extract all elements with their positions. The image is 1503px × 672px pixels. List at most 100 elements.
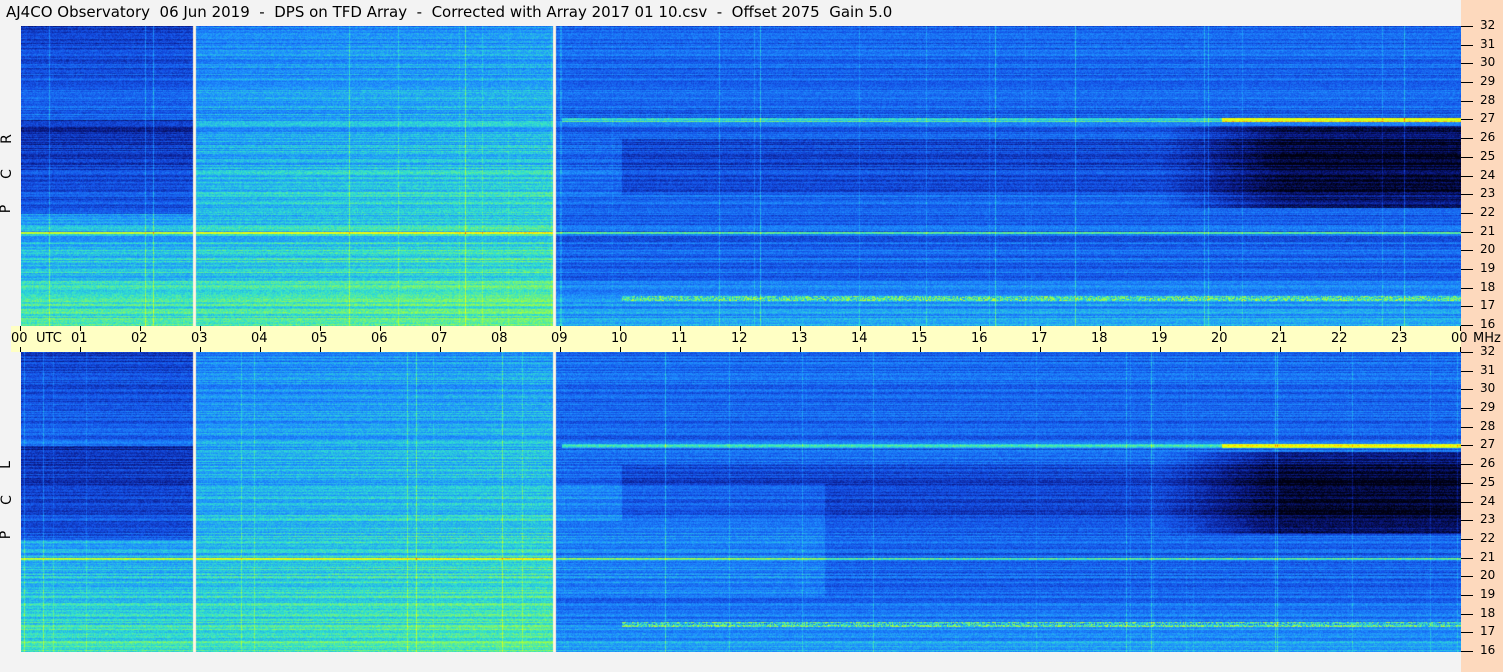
y-tick-label: 32	[1480, 344, 1496, 358]
x-tick-mark	[80, 347, 81, 352]
x-tick-mark	[800, 326, 801, 331]
x-tick-mark	[1220, 347, 1221, 352]
x-tick-label: 06	[371, 331, 388, 346]
x-tick-label: 14	[851, 331, 868, 346]
y-tick-mark	[1461, 445, 1473, 447]
y-tick-mark	[1461, 651, 1473, 652]
x-tick-mark	[1340, 326, 1341, 331]
y-tick-label: 30	[1480, 55, 1496, 70]
y-tick-label: 20	[1480, 568, 1496, 583]
x-tick-mark	[920, 347, 921, 352]
y-tick-mark	[1461, 212, 1473, 214]
x-tick-label: 03	[191, 331, 208, 346]
y-tick-mark	[1461, 119, 1473, 121]
y-tick-label: 23	[1480, 186, 1496, 201]
x-tick-mark	[860, 347, 861, 352]
y-tick-mark	[1461, 389, 1473, 391]
x-tick-mark	[860, 326, 861, 331]
x-tick-mark	[1040, 326, 1041, 331]
x-tick-mark	[140, 347, 141, 352]
x-tick-mark	[1220, 326, 1221, 331]
y-tick-label: 21	[1480, 223, 1496, 238]
y-tick-label: 21	[1480, 549, 1496, 564]
x-tick-mark	[200, 326, 201, 331]
y-tick-mark	[1461, 268, 1473, 270]
x-tick-mark	[560, 326, 561, 331]
x-tick-mark	[1400, 347, 1401, 352]
y-tick-label: 26	[1480, 130, 1496, 145]
panel-label-letter: P	[0, 531, 14, 539]
y-tick-mark	[1461, 194, 1473, 196]
x-tick-mark	[500, 326, 501, 331]
y-tick-label: 16	[1480, 317, 1496, 331]
y-tick-label: 28	[1480, 418, 1496, 433]
x-tick-mark	[380, 326, 381, 331]
x-tick-mark	[620, 347, 621, 352]
y-tick-label: 31	[1480, 36, 1496, 51]
y-tick-mark	[1461, 138, 1473, 140]
y-tick-mark	[1461, 482, 1473, 484]
lcp-spectrogram-panel	[21, 352, 1461, 652]
x-tick-label: 22	[1331, 331, 1348, 346]
y-tick-mark	[1461, 464, 1473, 466]
x-tick-mark	[20, 326, 21, 331]
y-tick-label: 17	[1480, 624, 1496, 639]
y-tick-mark	[1461, 538, 1473, 540]
y-tick-label: 27	[1480, 111, 1496, 126]
y-tick-mark	[1461, 100, 1473, 102]
y-tick-label: 18	[1480, 605, 1496, 620]
x-tick-mark	[320, 326, 321, 331]
y-tick-label: 18	[1480, 279, 1496, 294]
x-tick-label: 07	[431, 331, 448, 346]
y-axis-unit: MHz	[1473, 331, 1501, 346]
y-tick-label: 28	[1480, 92, 1496, 107]
x-tick-label: 02	[131, 331, 148, 346]
y-tick-label: 30	[1480, 381, 1496, 396]
y-tick-label: 25	[1480, 148, 1496, 163]
y-tick-mark	[1461, 231, 1473, 233]
x-tick-mark	[80, 326, 81, 331]
y-tick-label: 22	[1480, 530, 1496, 545]
y-tick-mark	[1461, 287, 1473, 289]
x-tick-label: 01	[71, 331, 88, 346]
x-tick-label: 13	[791, 331, 808, 346]
y-tick-label: 31	[1480, 362, 1496, 377]
x-tick-label: 18	[1091, 331, 1108, 346]
y-tick-mark	[1461, 501, 1473, 503]
y-tick-mark	[1461, 44, 1473, 46]
x-tick-mark	[1160, 326, 1161, 331]
x-tick-mark	[440, 326, 441, 331]
x-tick-mark	[140, 326, 141, 331]
x-tick-label: 12	[731, 331, 748, 346]
y-tick-mark	[1461, 175, 1473, 177]
x-tick-label: 10	[611, 331, 628, 346]
x-tick-mark	[1280, 347, 1281, 352]
x-tick-label: 23	[1391, 331, 1408, 346]
x-tick-mark	[200, 347, 201, 352]
y-tick-label: 22	[1480, 204, 1496, 219]
y-tick-mark	[1461, 632, 1473, 634]
y-tick-mark	[1461, 408, 1473, 410]
y-tick-label: 24	[1480, 493, 1496, 508]
y-tick-mark	[1461, 520, 1473, 522]
x-tick-mark	[560, 347, 561, 352]
x-tick-mark	[1100, 347, 1101, 352]
y-tick-mark	[1461, 63, 1473, 65]
x-tick-mark	[260, 326, 261, 331]
x-tick-mark	[740, 326, 741, 331]
x-tick-label: 11	[671, 331, 688, 346]
x-tick-mark	[1340, 347, 1341, 352]
y-tick-mark	[1461, 370, 1473, 372]
panel-label-letter: C	[0, 495, 15, 505]
x-tick-mark	[1100, 326, 1101, 331]
x-tick-mark	[500, 347, 501, 352]
y-tick-label: 29	[1480, 400, 1496, 415]
x-tick-label: 19	[1151, 331, 1168, 346]
frequency-axis-band	[1461, 0, 1503, 672]
x-tick-label: 08	[491, 331, 508, 346]
x-tick-label: 21	[1271, 331, 1288, 346]
panel-label-letter: P	[0, 205, 14, 213]
y-tick-label: 25	[1480, 474, 1496, 489]
x-tick-label: 20	[1211, 331, 1228, 346]
x-tick-label: 17	[1031, 331, 1048, 346]
